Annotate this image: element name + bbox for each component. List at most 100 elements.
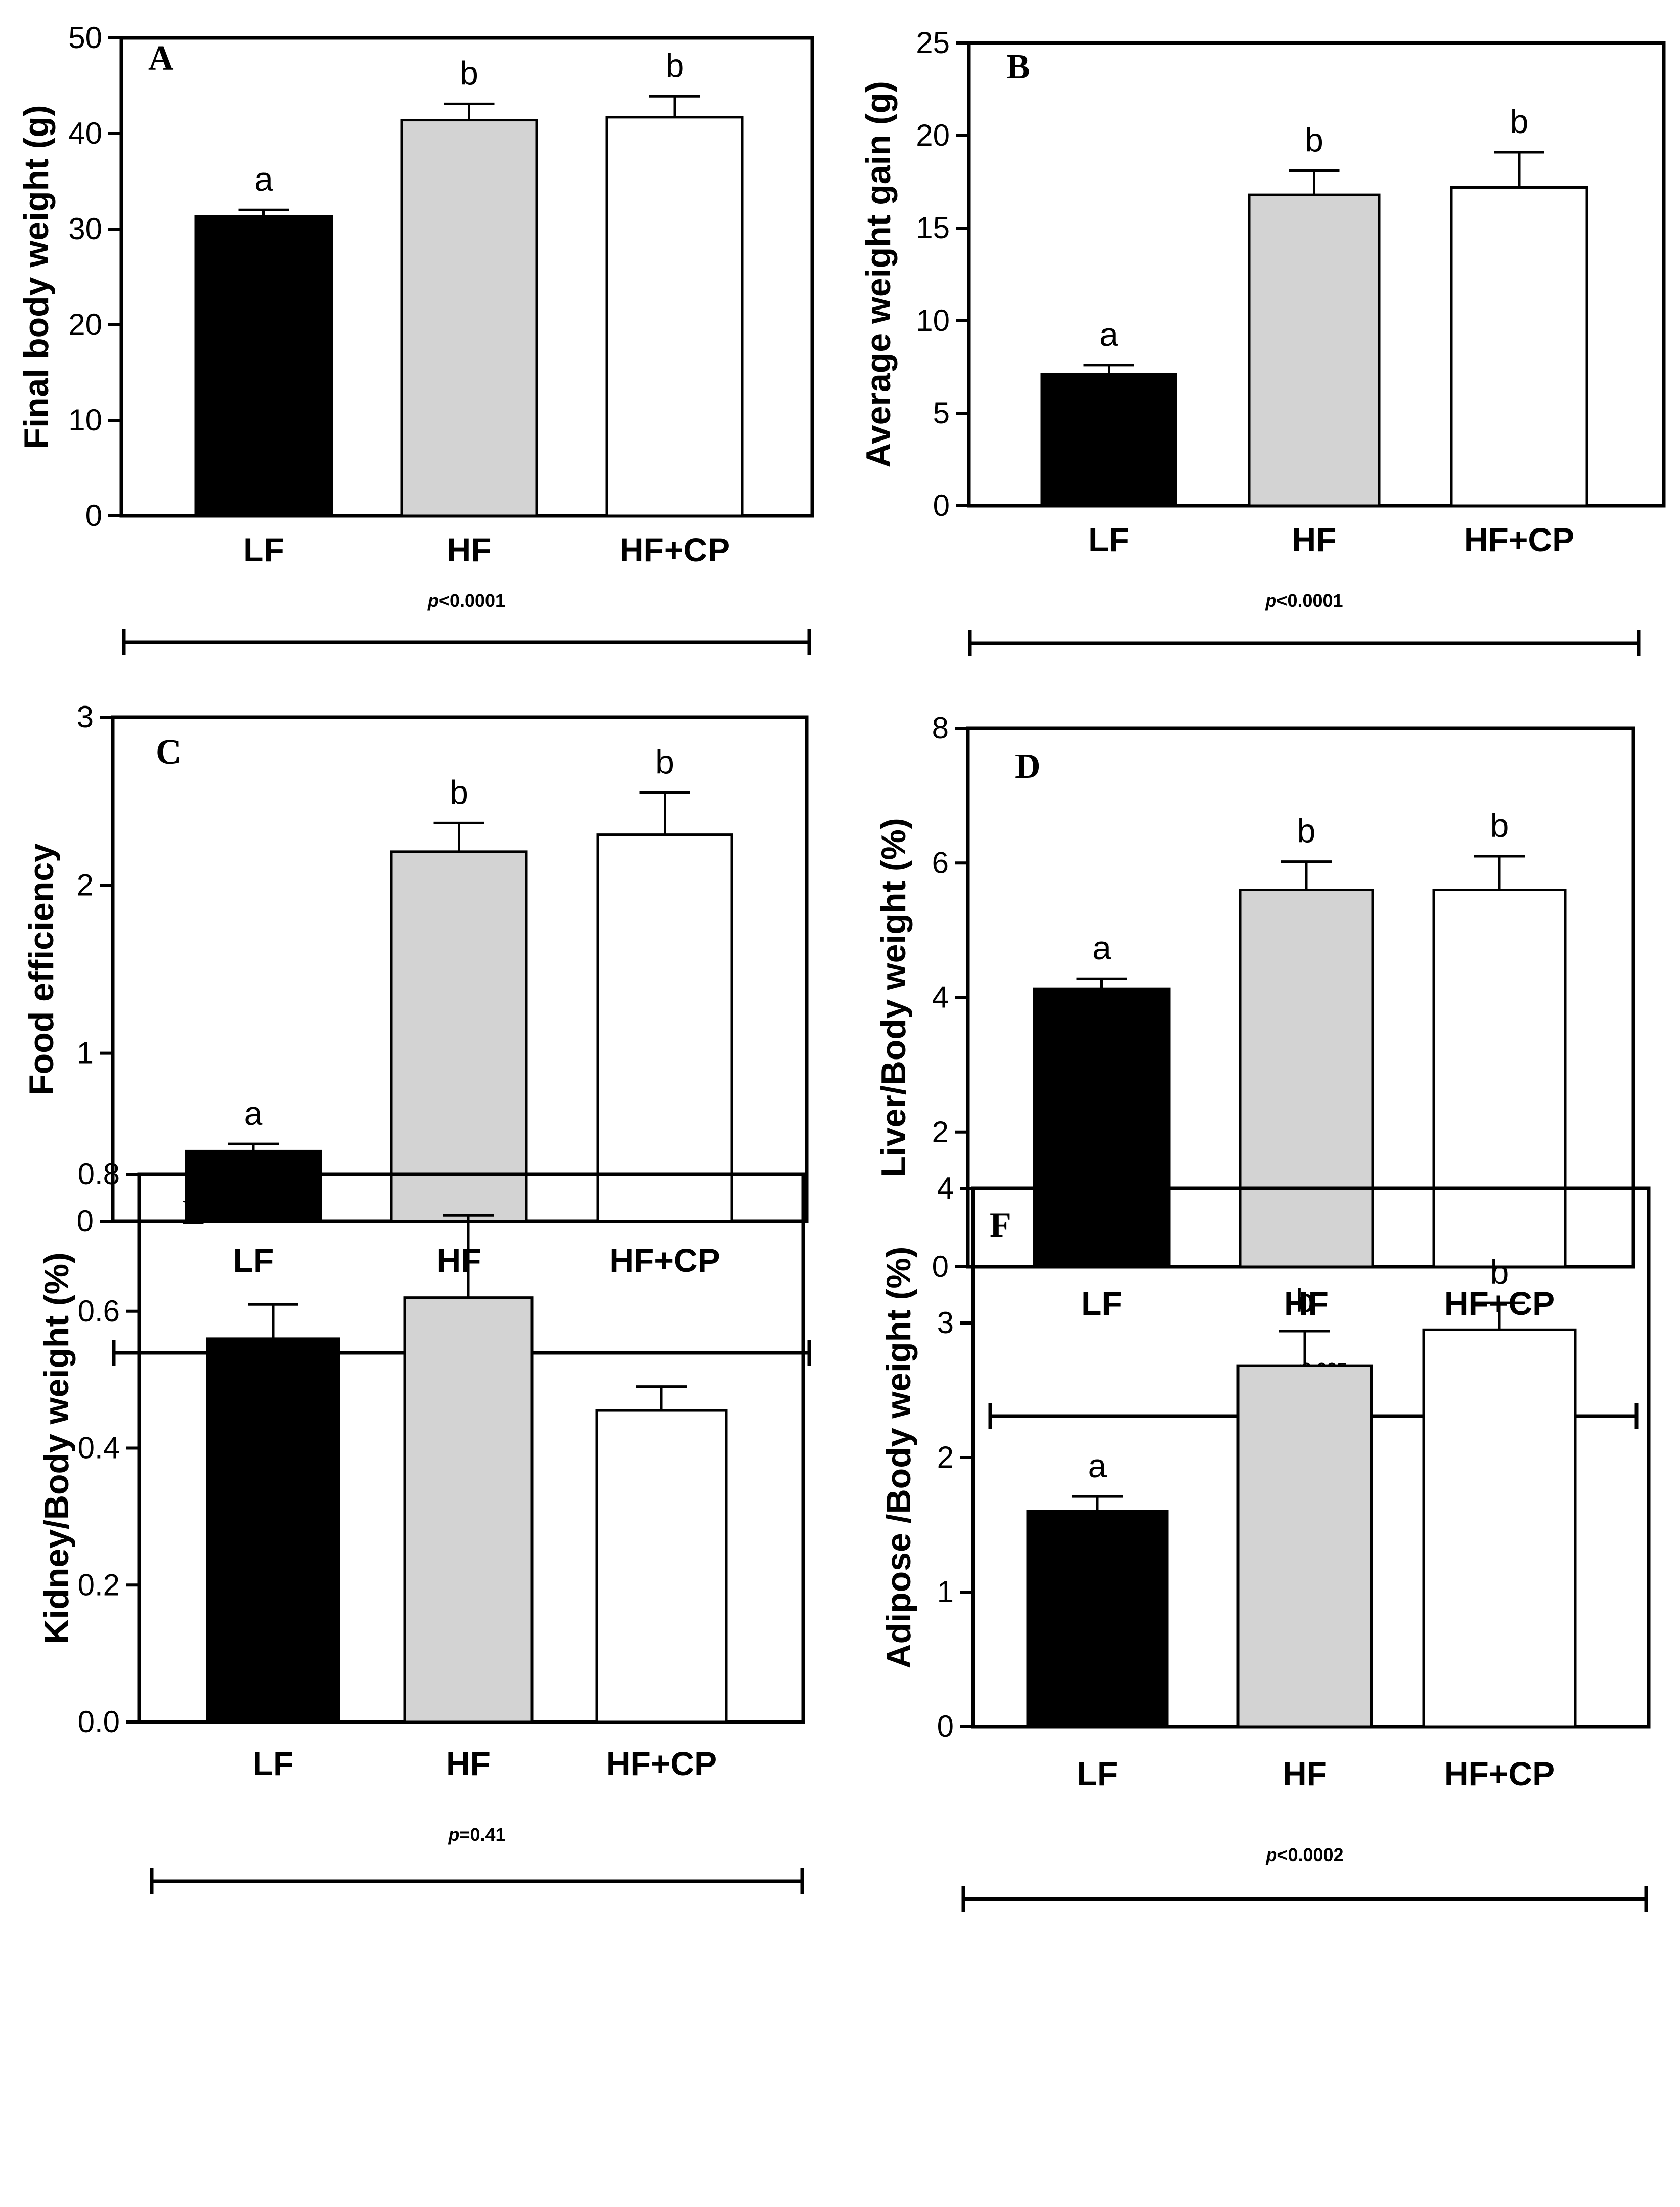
y-tick-label: 0 [933, 489, 950, 522]
p-value: p<0.0002 [1265, 1844, 1343, 1865]
bar-hfpluscp [1450, 186, 1588, 507]
x-tick-label: LF [1088, 521, 1129, 558]
bar-lf [185, 1149, 322, 1223]
significance-letter: b [1297, 812, 1316, 850]
bar-lf [194, 215, 333, 517]
y-tick-label: 0.2 [78, 1568, 120, 1602]
panel-b: 0 5 10 15 20 25 a LF b HF b HF+CP Average weight gai… [859, 26, 1666, 656]
y-tick-label: 20 [916, 118, 950, 152]
bar-hf [1236, 1364, 1373, 1728]
panel-a: 0 10 20 30 40 50 a LF b HF b HF+CP Final body weight… [17, 21, 814, 655]
bar-hf [1239, 889, 1374, 1268]
p-value: p<0.0001 [1265, 590, 1343, 611]
panel-d: 02468aLFbHFbHF+CPLiver/Body weight (%)Dp… [874, 711, 1639, 1429]
significance-letter: b [666, 47, 684, 84]
panel-label: C [156, 733, 182, 772]
x-tick-label: HF+CP [609, 1242, 720, 1279]
significance-letter: b [1296, 1282, 1314, 1319]
x-tick-label: HF [1283, 1755, 1327, 1792]
significance-letter: b [450, 773, 468, 811]
bar-hf [403, 1296, 534, 1724]
panel-label: B [1006, 48, 1030, 86]
x-tick-label: LF [253, 1745, 294, 1782]
y-tick-label: 8 [932, 711, 949, 745]
bar-lf [1040, 373, 1177, 507]
y-tick-label: 4 [932, 981, 949, 1014]
bar-hfpluscp [1432, 889, 1567, 1268]
significance-letter: b [1490, 807, 1509, 844]
x-tick-label: HF [446, 1745, 491, 1782]
y-tick-label: 3 [77, 700, 94, 734]
significance-letter: b [1490, 1253, 1509, 1291]
significance-letter: b [1510, 103, 1529, 140]
y-tick-label: 2 [77, 868, 94, 902]
y-axis-label: Adipose /Body weight (%) [879, 1247, 918, 1669]
significance-letter: b [1305, 121, 1323, 159]
p-value: p=0.41 [448, 1824, 505, 1845]
y-axis-label: Final body weight (g) [17, 105, 56, 449]
y-axis-label: Food efficiency [22, 843, 61, 1095]
y-tick-label: 5 [933, 396, 950, 430]
y-axis-label: Liver/Body weight (%) [874, 818, 913, 1177]
y-tick-label: 0.6 [78, 1294, 120, 1328]
significance-letter: a [1088, 1447, 1107, 1484]
x-tick-label: HF+CP [606, 1745, 717, 1782]
p-value: p<0.0001 [427, 590, 505, 611]
y-tick-label: 1 [77, 1036, 94, 1070]
x-tick-label: LF [233, 1242, 274, 1279]
panel-label: D [1015, 747, 1041, 786]
y-tick-label: 3 [937, 1306, 954, 1340]
x-tick-label: HF+CP [1464, 521, 1574, 558]
y-tick-label: 40 [68, 116, 102, 150]
bar-hf [400, 119, 538, 517]
y-tick-label: 15 [916, 211, 950, 245]
significance-letter: a [254, 160, 273, 198]
y-tick-label: 20 [68, 307, 102, 341]
bar-hf [1248, 193, 1381, 507]
y-tick-label: 0.4 [78, 1431, 120, 1465]
y-tick-label: 10 [68, 403, 102, 437]
panel-label: A [148, 39, 174, 78]
y-tick-label: 2 [937, 1440, 954, 1474]
bar-hfpluscp [595, 1409, 728, 1724]
bar-hfpluscp [596, 833, 733, 1223]
panel-label: E [182, 1193, 206, 1232]
significance-letter: b [460, 54, 478, 92]
y-tick-label: 30 [68, 212, 102, 246]
panel-e: 0.0 0.2 0.4 0.6 0.8 LF HF HF+CP Kidney/Body weig… [37, 1157, 805, 1894]
x-tick-label: LF [1081, 1285, 1122, 1322]
y-tick-label: 0.0 [78, 1705, 120, 1739]
bar-lf [1026, 1510, 1169, 1728]
significance-letter: b [655, 743, 674, 781]
y-tick-label: 10 [916, 303, 950, 337]
y-axis-label: Average weight gain (g) [859, 81, 898, 467]
y-tick-label: 0 [77, 1204, 94, 1238]
x-tick-label: HF [447, 531, 492, 568]
significance-letter: a [1092, 929, 1111, 966]
x-tick-label: LF [1077, 1755, 1118, 1792]
bar-lf [1033, 987, 1171, 1268]
x-tick-label: HF [1284, 1285, 1329, 1322]
y-tick-label: 0.8 [78, 1157, 120, 1191]
y-tick-label: 0 [932, 1250, 949, 1284]
y-axis-label: Kidney/Body weight (%) [37, 1252, 76, 1644]
x-tick-label: HF [437, 1242, 481, 1279]
y-tick-label: 0 [85, 499, 102, 533]
y-tick-label: 4 [937, 1171, 954, 1205]
y-tick-label: 1 [937, 1575, 954, 1609]
y-tick-label: 25 [916, 26, 950, 60]
bar-hf [390, 850, 528, 1223]
panel-label: F [990, 1206, 1011, 1245]
x-tick-label: LF [243, 531, 284, 568]
x-tick-label: HF+CP [620, 531, 730, 568]
y-tick-label: 6 [932, 846, 949, 879]
x-tick-label: HF+CP [1444, 1755, 1555, 1792]
significance-letter: a [1099, 316, 1118, 353]
significance-letter: a [244, 1094, 263, 1132]
bar-hfpluscp [1422, 1328, 1577, 1728]
y-tick-label: 50 [68, 21, 102, 55]
bar-hfpluscp [605, 116, 744, 517]
